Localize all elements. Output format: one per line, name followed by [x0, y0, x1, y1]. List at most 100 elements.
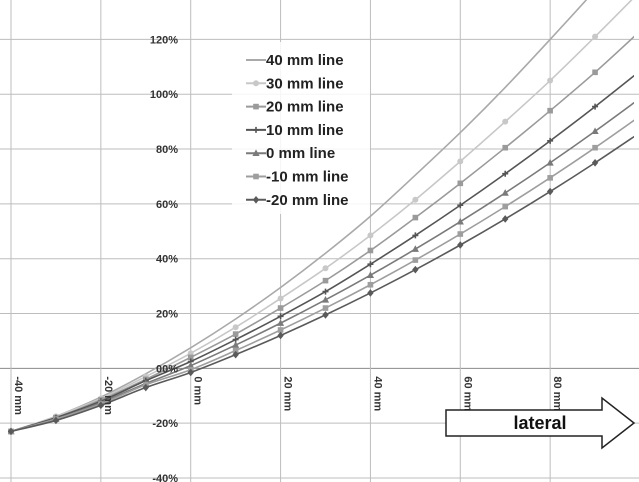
- data-point: [592, 103, 599, 110]
- legend-label: -10 mm line: [266, 169, 349, 186]
- legend-item: 10 mm line: [246, 122, 344, 139]
- data-point: [322, 265, 329, 272]
- data-point: [411, 245, 419, 252]
- data-point: [232, 341, 240, 348]
- y-tick-label: 100%: [150, 89, 178, 101]
- data-point: [412, 257, 419, 263]
- data-point: [367, 289, 374, 297]
- data-point: [252, 149, 260, 156]
- data-point: [277, 295, 284, 302]
- data-point: [591, 127, 599, 135]
- data-point: [187, 368, 194, 377]
- data-point: [232, 324, 239, 331]
- data-point: [457, 202, 464, 209]
- data-point: [592, 144, 598, 151]
- series--20-mm-line: [8, 135, 634, 436]
- series-line: [10, 0, 588, 433]
- x-tick-label: 80 mm: [551, 376, 563, 411]
- data-point: [277, 305, 284, 311]
- y-tick-label: 20%: [156, 309, 178, 321]
- data-point: [591, 158, 599, 167]
- data-point: [253, 103, 259, 110]
- data-point: [232, 331, 239, 337]
- data-point: [187, 361, 195, 369]
- data-point: [187, 354, 194, 361]
- data-point: [502, 203, 509, 210]
- data-point: [456, 217, 464, 225]
- data-point: [457, 241, 464, 249]
- y-tick-label: -40%: [152, 473, 178, 482]
- data-point: [232, 350, 239, 359]
- data-point: [367, 281, 374, 288]
- data-point: [252, 196, 260, 204]
- series-0-mm-line: [8, 101, 634, 435]
- legend-item: 30 mm line: [246, 75, 344, 92]
- data-point: [367, 261, 374, 268]
- x-tick-label: 60 mm: [461, 376, 473, 411]
- data-point: [412, 265, 419, 274]
- data-point: [547, 175, 553, 181]
- lateral-label: lateral: [513, 413, 566, 433]
- series-40-mm-line: [10, 0, 588, 433]
- legend-label: 30 mm line: [266, 75, 344, 92]
- legend-item: 20 mm line: [246, 99, 344, 116]
- data-point: [546, 158, 554, 166]
- legend-label: 0 mm line: [266, 145, 335, 162]
- data-point: [502, 215, 509, 223]
- data-point: [547, 107, 553, 114]
- legend-item: 0 mm line: [246, 145, 335, 162]
- data-point: [592, 69, 598, 76]
- data-point: [457, 180, 464, 187]
- data-point: [592, 33, 599, 40]
- data-point: [322, 305, 329, 311]
- data-point: [547, 77, 554, 84]
- data-point: [253, 80, 259, 87]
- data-point: [232, 347, 239, 354]
- data-point: [253, 173, 259, 180]
- data-point: [277, 327, 284, 333]
- legend-label: 20 mm line: [266, 99, 344, 116]
- legend-item: 40 mm line: [246, 52, 344, 69]
- y-tick-label: 60%: [156, 199, 178, 211]
- y-axis-tick-labels: -40% -20% 00% 20% 40% 60% 80% 100% 120%: [150, 34, 178, 482]
- data-point: [8, 427, 15, 436]
- data-point: [322, 277, 329, 284]
- data-point: [97, 401, 105, 410]
- data-point: [367, 232, 374, 239]
- data-point: [547, 137, 554, 144]
- y-tick-label: -20%: [152, 418, 178, 430]
- data-point: [321, 296, 330, 303]
- right-arrow-icon: [445, 396, 636, 450]
- data-point: [412, 214, 419, 221]
- data-point: [546, 187, 554, 196]
- y-tick-label: 40%: [156, 254, 178, 266]
- data-point: [501, 189, 509, 196]
- legend-label: -20 mm line: [266, 192, 349, 209]
- series-20-mm-line: [8, 35, 634, 435]
- x-tick-label: -20 mm: [102, 376, 114, 415]
- x-tick-label: -40 mm: [12, 376, 24, 415]
- data-point: [412, 232, 419, 239]
- data-point: [367, 247, 374, 254]
- data-point: [253, 126, 259, 133]
- legend-item: -10 mm line: [246, 169, 349, 186]
- legend-label: 10 mm line: [266, 122, 344, 139]
- legend-background: [232, 42, 370, 214]
- y-tick-label: 120%: [150, 34, 178, 46]
- legend: 40 mm line 30 mm line 20 mm line 10 mm line…: [232, 42, 370, 214]
- data-point: [322, 311, 329, 319]
- data-point: [366, 271, 375, 278]
- y-tick-label: 80%: [156, 144, 178, 156]
- data-point: [457, 231, 464, 237]
- legend-item: -20 mm line: [246, 192, 349, 209]
- data-point: [276, 319, 285, 326]
- data-point: [277, 331, 284, 340]
- data-point: [142, 383, 149, 392]
- data-point: [322, 288, 329, 295]
- data-point: [502, 144, 509, 151]
- x-tick-label: 0 mm: [192, 376, 204, 405]
- data-point: [52, 416, 60, 425]
- x-tick-label: 40 mm: [371, 376, 383, 411]
